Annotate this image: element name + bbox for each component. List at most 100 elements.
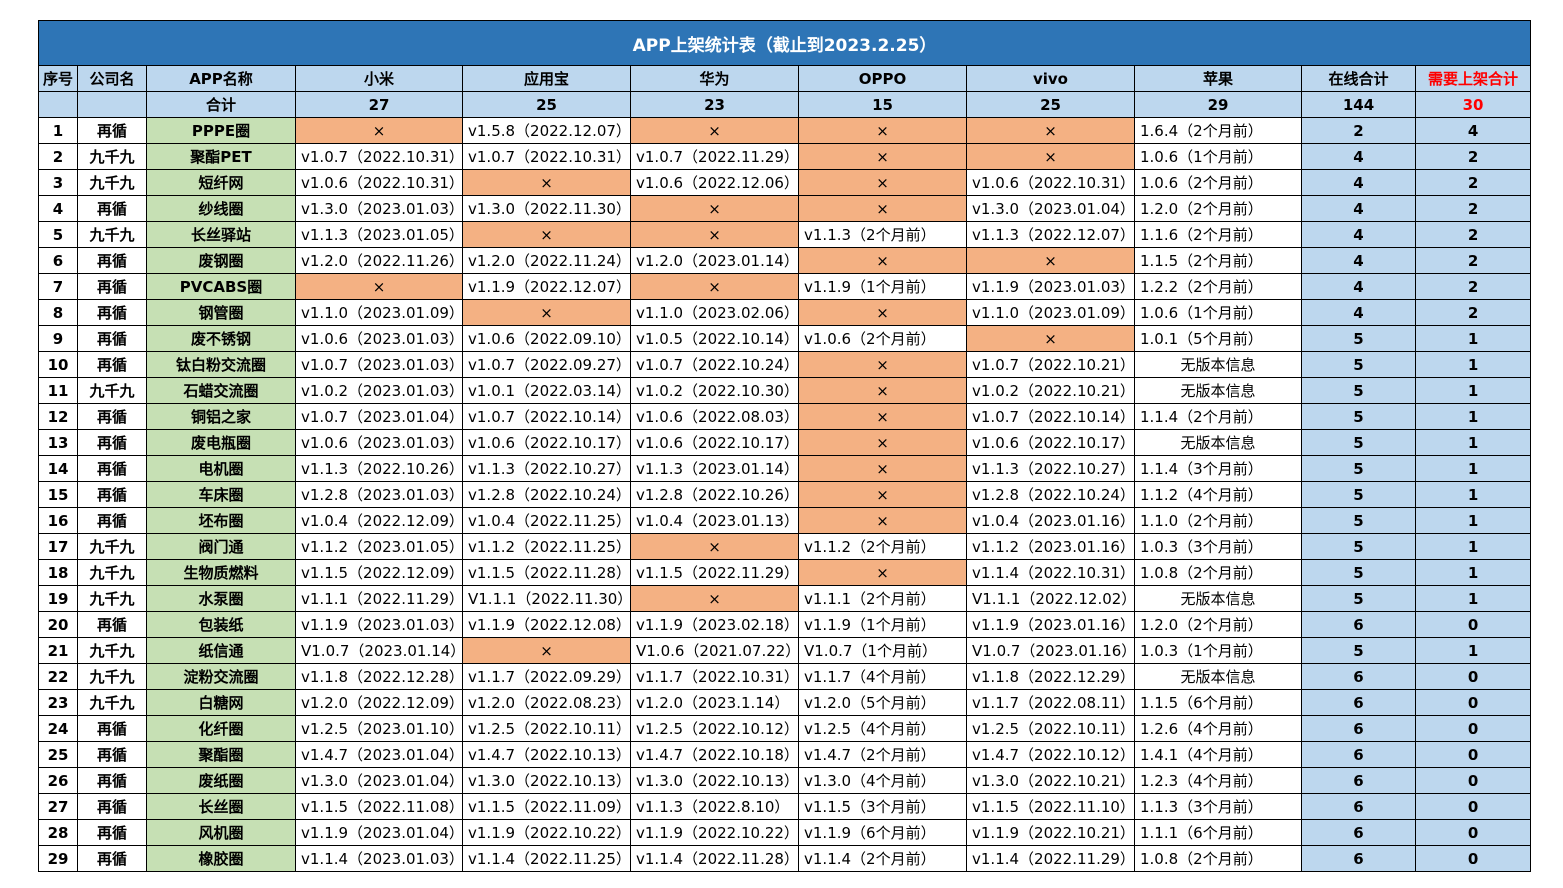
app-name-cell[interactable]: 钢管圈 bbox=[146, 299, 296, 326]
version-cell-huawei[interactable]: v1.1.9（2023.02.18） bbox=[630, 611, 799, 638]
version-cell-oppo[interactable]: v1.1.9（1个月前） bbox=[798, 611, 967, 638]
version-cell-xiaomi[interactable]: v1.0.7（2022.10.31） bbox=[295, 143, 463, 170]
missing-cell-oppo[interactable]: × bbox=[798, 195, 967, 222]
version-cell-xiaomi[interactable]: v1.1.9（2023.01.04） bbox=[295, 819, 463, 846]
version-cell-yingyongbao[interactable]: v1.0.6（2022.09.10） bbox=[462, 325, 631, 352]
total-oppo[interactable]: 15 bbox=[798, 91, 967, 118]
missing-cell-vivo[interactable]: × bbox=[966, 143, 1135, 170]
header-apple[interactable]: 苹果 bbox=[1134, 65, 1302, 92]
version-cell-apple[interactable]: 无版本信息 bbox=[1134, 351, 1302, 378]
version-cell-huawei[interactable]: v1.2.0（2023.01.14） bbox=[630, 247, 799, 274]
version-cell-xiaomi[interactable]: v1.2.5（2023.01.10） bbox=[295, 715, 463, 742]
version-cell-oppo[interactable]: v1.2.0（5个月前） bbox=[798, 689, 967, 716]
row-index[interactable]: 16 bbox=[38, 507, 78, 534]
need-count-cell[interactable]: 0 bbox=[1414, 741, 1532, 768]
online-count-cell[interactable]: 4 bbox=[1301, 221, 1416, 248]
need-count-cell[interactable]: 1 bbox=[1414, 351, 1532, 378]
row-index[interactable]: 20 bbox=[38, 611, 78, 638]
online-count-cell[interactable]: 6 bbox=[1301, 741, 1416, 768]
version-cell-yingyongbao[interactable]: v1.1.5（2022.11.28） bbox=[462, 559, 631, 586]
row-index[interactable]: 25 bbox=[38, 741, 78, 768]
version-cell-apple[interactable]: 1.1.6（2个月前） bbox=[1134, 221, 1302, 248]
version-cell-apple[interactable]: 1.0.6（1个月前） bbox=[1134, 299, 1302, 326]
online-count-cell[interactable]: 4 bbox=[1301, 273, 1416, 300]
online-count-cell[interactable]: 5 bbox=[1301, 325, 1416, 352]
version-cell-huawei[interactable]: v1.0.6（2022.10.17） bbox=[630, 429, 799, 456]
version-cell-apple[interactable]: 无版本信息 bbox=[1134, 585, 1302, 612]
version-cell-xiaomi[interactable]: v1.1.1（2022.11.29） bbox=[295, 585, 463, 612]
version-cell-apple[interactable]: 1.0.3（3个月前） bbox=[1134, 533, 1302, 560]
need-count-cell[interactable]: 1 bbox=[1414, 507, 1532, 534]
online-count-cell[interactable]: 5 bbox=[1301, 559, 1416, 586]
online-count-cell[interactable]: 4 bbox=[1301, 169, 1416, 196]
version-cell-apple[interactable]: 1.0.8（2个月前） bbox=[1134, 559, 1302, 586]
version-cell-huawei[interactable]: v1.2.5（2022.10.12） bbox=[630, 715, 799, 742]
company-cell[interactable]: 再循 bbox=[77, 507, 147, 534]
app-name-cell[interactable]: 铜铝之家 bbox=[146, 403, 296, 430]
version-cell-xiaomi[interactable]: v1.0.6（2022.10.31） bbox=[295, 169, 463, 196]
online-count-cell[interactable]: 4 bbox=[1301, 195, 1416, 222]
missing-cell-oppo[interactable]: × bbox=[798, 299, 967, 326]
version-cell-xiaomi[interactable]: v1.2.0（2022.12.09） bbox=[295, 689, 463, 716]
missing-cell-oppo[interactable]: × bbox=[798, 455, 967, 482]
version-cell-yingyongbao[interactable]: v1.4.7（2022.10.13） bbox=[462, 741, 631, 768]
row-index[interactable]: 27 bbox=[38, 793, 78, 820]
version-cell-vivo[interactable]: v1.0.2（2022.10.21） bbox=[966, 377, 1135, 404]
missing-cell-yingyongbao[interactable]: × bbox=[462, 299, 631, 326]
version-cell-xiaomi[interactable]: v1.1.0（2023.01.09） bbox=[295, 299, 463, 326]
need-count-cell[interactable]: 1 bbox=[1414, 403, 1532, 430]
version-cell-xiaomi[interactable]: v1.0.6（2023.01.03） bbox=[295, 429, 463, 456]
row-index[interactable]: 2 bbox=[38, 143, 78, 170]
company-cell[interactable]: 九千九 bbox=[77, 143, 147, 170]
company-cell[interactable]: 再循 bbox=[77, 611, 147, 638]
need-count-cell[interactable]: 2 bbox=[1414, 299, 1532, 326]
version-cell-apple[interactable]: 无版本信息 bbox=[1134, 377, 1302, 404]
version-cell-apple[interactable]: 1.2.0（2个月前） bbox=[1134, 611, 1302, 638]
online-count-cell[interactable]: 5 bbox=[1301, 403, 1416, 430]
version-cell-yingyongbao[interactable]: v1.1.4（2022.11.25） bbox=[462, 845, 631, 872]
online-count-cell[interactable]: 5 bbox=[1301, 507, 1416, 534]
row-index[interactable]: 10 bbox=[38, 351, 78, 378]
version-cell-vivo[interactable]: v1.1.9（2023.01.16） bbox=[966, 611, 1135, 638]
company-cell[interactable]: 再循 bbox=[77, 715, 147, 742]
version-cell-xiaomi[interactable]: v1.3.0（2023.01.04） bbox=[295, 767, 463, 794]
version-cell-vivo[interactable]: V1.0.7（2023.01.16） bbox=[966, 637, 1135, 664]
version-cell-huawei[interactable]: v1.2.0（2023.1.14） bbox=[630, 689, 799, 716]
version-cell-yingyongbao[interactable]: v1.1.7（2022.09.29） bbox=[462, 663, 631, 690]
row-index[interactable]: 4 bbox=[38, 195, 78, 222]
company-cell[interactable]: 再循 bbox=[77, 117, 147, 144]
version-cell-oppo[interactable]: v1.1.9（1个月前） bbox=[798, 273, 967, 300]
online-count-cell[interactable]: 5 bbox=[1301, 377, 1416, 404]
version-cell-oppo[interactable]: v1.1.7（4个月前） bbox=[798, 663, 967, 690]
missing-cell-huawei[interactable]: × bbox=[630, 221, 799, 248]
row-index[interactable]: 23 bbox=[38, 689, 78, 716]
version-cell-oppo[interactable]: v1.1.2（2个月前） bbox=[798, 533, 967, 560]
version-cell-xiaomi[interactable]: v1.0.7（2023.01.04） bbox=[295, 403, 463, 430]
company-cell[interactable]: 再循 bbox=[77, 403, 147, 430]
missing-cell-vivo[interactable]: × bbox=[966, 247, 1135, 274]
total-yingyongbao[interactable]: 25 bbox=[462, 91, 631, 118]
need-count-cell[interactable]: 2 bbox=[1414, 221, 1532, 248]
version-cell-apple[interactable]: 1.1.4（3个月前） bbox=[1134, 455, 1302, 482]
row-index[interactable]: 12 bbox=[38, 403, 78, 430]
version-cell-oppo[interactable]: v1.4.7（2个月前） bbox=[798, 741, 967, 768]
version-cell-huawei[interactable]: v1.1.3（2022.8.10） bbox=[630, 793, 799, 820]
company-cell[interactable]: 九千九 bbox=[77, 221, 147, 248]
version-cell-apple[interactable]: 无版本信息 bbox=[1134, 429, 1302, 456]
row-index[interactable]: 24 bbox=[38, 715, 78, 742]
header-need-total[interactable]: 需要上架合计 bbox=[1414, 65, 1532, 92]
missing-cell-oppo[interactable]: × bbox=[798, 351, 967, 378]
version-cell-apple[interactable]: 1.2.6（4个月前） bbox=[1134, 715, 1302, 742]
row-index[interactable]: 26 bbox=[38, 767, 78, 794]
missing-cell-oppo[interactable]: × bbox=[798, 247, 967, 274]
version-cell-xiaomi[interactable]: v1.2.8（2023.01.03） bbox=[295, 481, 463, 508]
version-cell-vivo[interactable]: v1.1.4（2022.11.29） bbox=[966, 845, 1135, 872]
missing-cell-oppo[interactable]: × bbox=[798, 403, 967, 430]
company-cell[interactable]: 九千九 bbox=[77, 637, 147, 664]
version-cell-yingyongbao[interactable]: v1.3.0（2022.11.30） bbox=[462, 195, 631, 222]
version-cell-vivo[interactable]: v1.2.5（2022.10.11） bbox=[966, 715, 1135, 742]
version-cell-oppo[interactable]: v1.1.9（6个月前） bbox=[798, 819, 967, 846]
row-index[interactable]: 15 bbox=[38, 481, 78, 508]
version-cell-vivo[interactable]: v1.0.6（2022.10.31） bbox=[966, 169, 1135, 196]
version-cell-huawei[interactable]: v1.1.5（2022.11.29） bbox=[630, 559, 799, 586]
